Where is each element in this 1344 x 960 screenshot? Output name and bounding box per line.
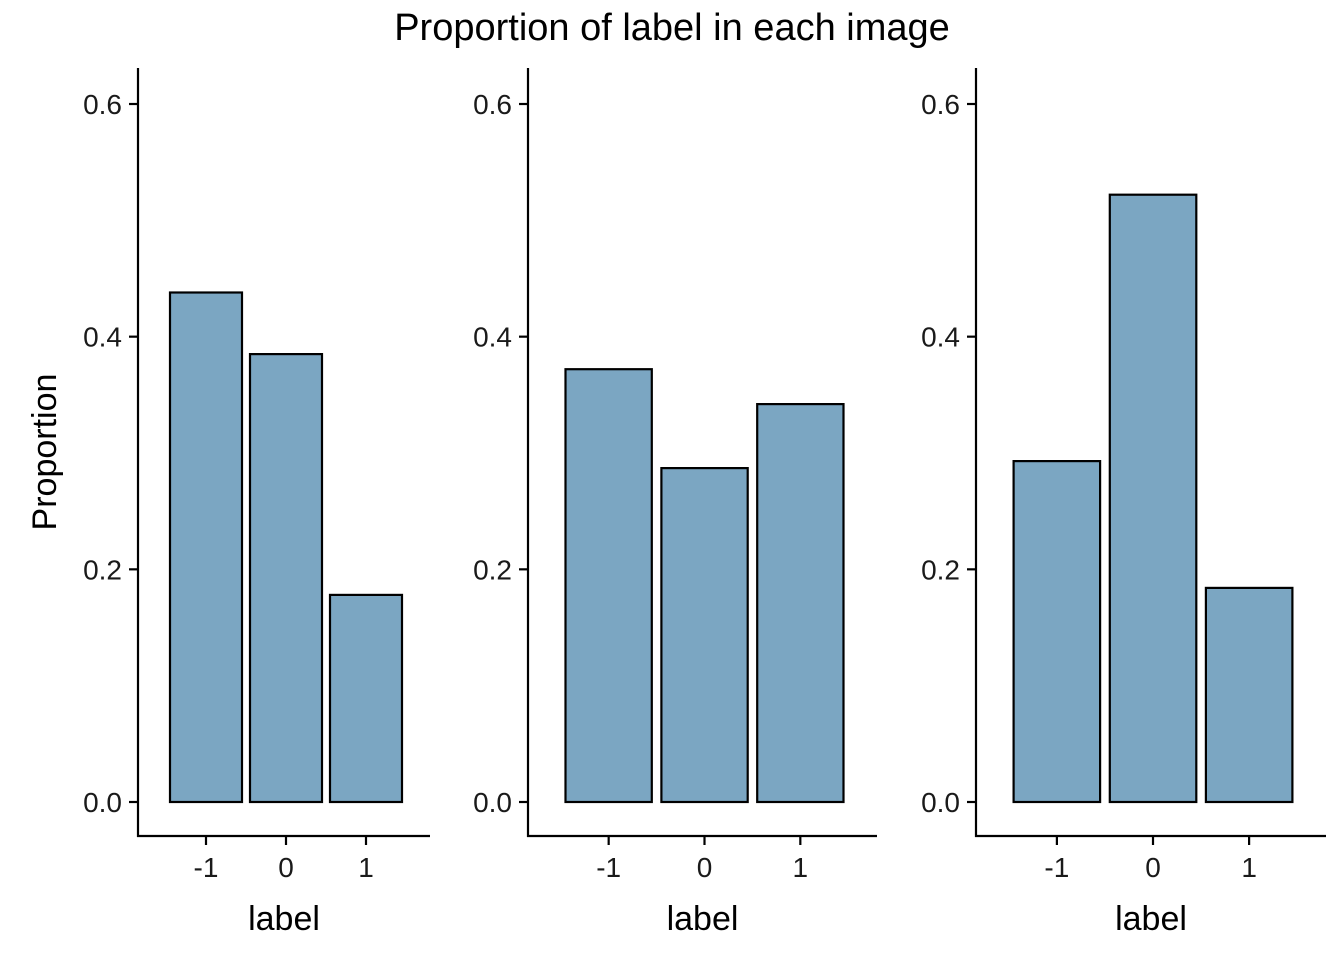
bar-3-2 (1108, 193, 1198, 804)
y-tick-label: 0.0 (83, 787, 122, 818)
y-tick-label: 0.4 (83, 322, 122, 353)
y-tick-label: 0.6 (83, 89, 122, 120)
x-tick-label: 0 (278, 852, 294, 883)
x-tick-label: -1 (1044, 852, 1069, 883)
panel-2: 0.0 0.2 0.4 0.6 -1 0 1 label (473, 68, 877, 938)
x-axis-label: label (1115, 900, 1187, 938)
y-axis-label: Proportion (26, 374, 64, 531)
y-tick-label: 0.4 (473, 322, 512, 353)
y-tick-label: 0.6 (921, 89, 960, 120)
x-tick-label: 0 (1145, 852, 1161, 883)
bar-2-3 (756, 403, 845, 804)
x-axis-label: label (248, 900, 320, 938)
x-tick-label: -1 (194, 852, 219, 883)
x-tick-label: 0 (697, 852, 713, 883)
bar-2-2 (660, 467, 749, 804)
x-tick-label: 1 (793, 852, 809, 883)
bar-3-3 (1204, 586, 1294, 804)
y-tick-label: 0.2 (83, 554, 122, 585)
panel-3: 0.0 0.2 0.4 0.6 -1 0 1 label (921, 68, 1326, 938)
bar-1-3 (328, 593, 404, 804)
x-tick-label: -1 (596, 852, 621, 883)
x-axis-label: label (667, 900, 739, 938)
bar-1-1 (168, 291, 244, 804)
y-tick-label: 0.6 (473, 89, 512, 120)
panels: 0.0 0.2 0.4 0.6 -1 0 1 label Proportion 0.0 0.2 0.4… (26, 68, 1326, 938)
y-tick-label: 0.0 (921, 787, 960, 818)
y-tick-label: 0.4 (921, 322, 960, 353)
bar-1-2 (248, 353, 324, 804)
bar-3-1 (1012, 460, 1102, 804)
x-tick-label: 1 (358, 852, 374, 883)
bar-2-1 (564, 368, 653, 804)
x-tick-label: 1 (1241, 852, 1257, 883)
y-tick-label: 0.0 (473, 787, 512, 818)
panel-1: 0.0 0.2 0.4 0.6 -1 0 1 label Proportion (26, 68, 430, 938)
y-tick-label: 0.2 (921, 554, 960, 585)
chart-title: Proportion of label in each image (394, 7, 950, 49)
y-tick-label: 0.2 (473, 554, 512, 585)
